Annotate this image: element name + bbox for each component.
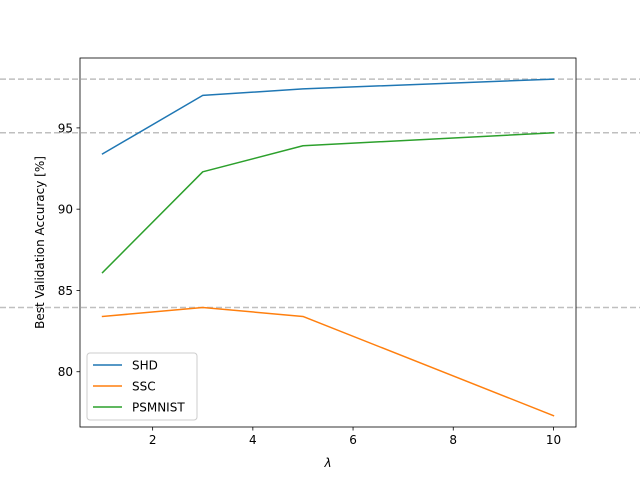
x-tick-label: 8	[449, 433, 457, 447]
x-tick-label: 10	[546, 433, 561, 447]
y-tick-label: 95	[58, 121, 73, 135]
legend-label-shd: SHD	[132, 359, 158, 373]
y-tick-label: 90	[58, 203, 73, 217]
plot-frame	[79, 57, 577, 428]
x-tick-label: 6	[349, 433, 357, 447]
legend-box	[86, 352, 198, 421]
series-line-ssc	[101, 306, 555, 417]
y-tick-label: 80	[58, 365, 73, 379]
reference-lines	[0, 78, 640, 309]
series-lines	[101, 78, 555, 417]
x-axis: 2 4 6 8 10	[149, 427, 561, 447]
x-tick-label: 4	[249, 433, 257, 447]
y-tick-label: 85	[58, 284, 73, 298]
series-line-shd	[101, 78, 555, 155]
series-line-psmnist	[101, 131, 555, 274]
legend-label-psmnist: PSMNIST	[132, 401, 185, 415]
legend-label-ssc: SSC	[132, 380, 156, 394]
legend: SHD SSC PSMNIST	[86, 352, 198, 421]
x-axis-label: λ	[323, 456, 331, 470]
y-axis-label: Best Validation Accuracy [%]	[33, 156, 47, 329]
x-tick-label: 2	[149, 433, 157, 447]
y-axis: 80 85 90 95	[58, 121, 80, 379]
